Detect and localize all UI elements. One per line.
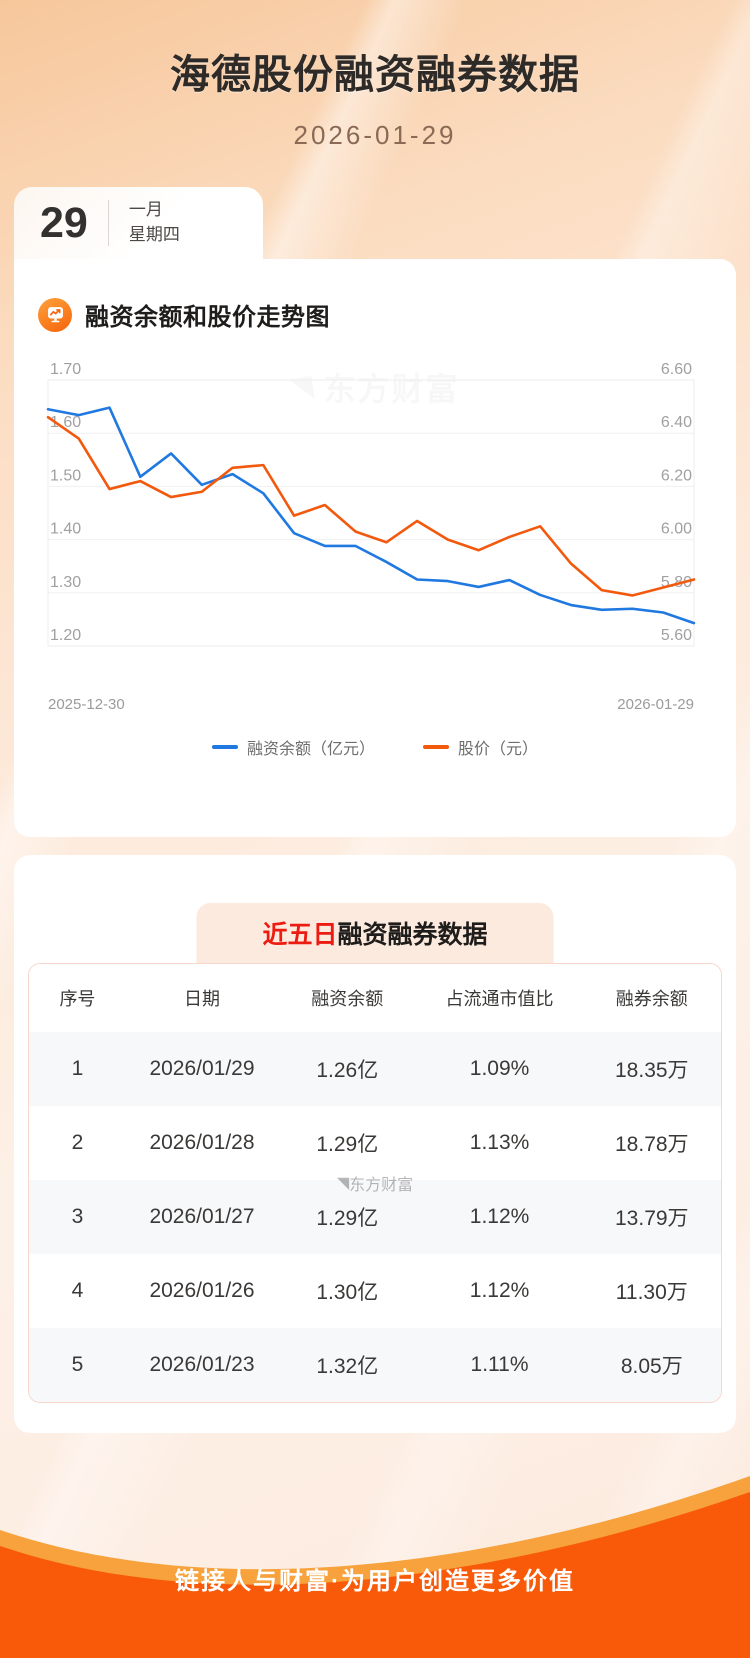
legend-item-margin-balance[interactable]: 融资余额（亿元）: [211, 735, 375, 759]
legend-label-stock-price: 股价（元）: [458, 741, 539, 758]
cell-margin-balance: 1.26亿: [316, 1059, 379, 1082]
column-header-short-balance: 融券余额: [582, 964, 721, 1032]
x-axis-start-label: 2025-12-30: [48, 696, 125, 713]
poster-header: 海德股份融资融券数据 2026-01-29: [0, 0, 750, 151]
cell-pct-of-float: 1.13%: [469, 1131, 530, 1154]
legend-label-margin-balance: 融资余额（亿元）: [246, 741, 375, 758]
trend-monitor-icon: [38, 297, 72, 332]
cell-index: 3: [71, 1205, 84, 1228]
y-axis-right-tick: 5.60: [661, 627, 692, 644]
table-title-highlight: 近五日: [262, 921, 338, 949]
cell-margin-balance: 1.30亿: [316, 1281, 379, 1304]
series-line-stock-price: [46, 415, 696, 597]
cell-date: 2026/01/26: [149, 1279, 255, 1302]
cell-short-balance: 18.78万: [615, 1133, 689, 1156]
y-axis-right-tick: 6.60: [661, 361, 692, 378]
date-chip-weekday: 星期四: [128, 225, 180, 244]
cell-index: 5: [71, 1353, 84, 1376]
chart-card: 融资余额和股价走势图 ◥ 东方财富 1.70 6.60 1.60 6.40 1.50 6.…: [14, 259, 736, 837]
table-body: 1 2026/01/29 1.26亿 1.09% 18.35万 2 2026/01/28 1.…: [29, 1032, 721, 1402]
cell-date: 2026/01/28: [149, 1131, 255, 1154]
cell-pct-of-float: 1.12%: [469, 1205, 530, 1228]
cell-date: 2026/01/23: [149, 1353, 255, 1376]
cell-short-balance: 18.35万: [615, 1059, 689, 1082]
y-axis-left-tick: 1.40: [50, 521, 81, 538]
footer-band: [0, 1458, 750, 1658]
cell-margin-balance: 1.32亿: [316, 1355, 379, 1378]
cell-short-balance: 11.30万: [615, 1281, 688, 1304]
margin-trading-table: 序号 日期 融资余额 占流通市值比 融券余额 1 2026/01/29 1.26亿 1…: [29, 964, 721, 1402]
table-header-row: 序号 日期 融资余额 占流通市值比 融券余额: [29, 964, 721, 1032]
table-row[interactable]: 4 2026/01/26 1.30亿 1.12% 11.30万: [29, 1254, 721, 1328]
cell-pct-of-float: 1.11%: [470, 1353, 529, 1376]
y-axis-right-tick: 6.00: [661, 521, 692, 538]
legend-item-stock-price[interactable]: 股价（元）: [423, 735, 538, 759]
y-axis-left-tick: 1.20: [50, 627, 81, 644]
footer-slogan: 链接人与财富·为用户创造更多价值: [175, 1568, 575, 1595]
table-row[interactable]: 3 2026/01/27 1.29亿 1.12% 13.79万: [29, 1180, 721, 1254]
x-axis-end-label: 2026-01-29: [617, 696, 694, 713]
series-line-margin-balance: [46, 406, 696, 625]
cell-short-balance: 13.79万: [615, 1207, 689, 1230]
table-row[interactable]: 1 2026/01/29 1.26亿 1.09% 18.35万: [29, 1032, 721, 1106]
cell-pct-of-float: 1.12%: [469, 1279, 530, 1302]
chart-heading: 融资余额和股价走势图: [85, 304, 330, 331]
table-row[interactable]: 5 2026/01/23 1.32亿 1.11% 8.05万: [29, 1328, 721, 1402]
table-card: 近五日融资融券数据 ◥ 东方财富 序号 日期 融资余额 占流通市值比 融券余额 …: [14, 855, 736, 1433]
column-header-index: 序号: [29, 964, 126, 1032]
line-chart-svg: 1.70 6.601.60 6.401.50 6.201.40 6.001.30 5.80…: [46, 361, 696, 647]
page-title: 海德股份融资融券数据: [170, 53, 580, 97]
column-header-margin-balance: 融资余额: [278, 964, 417, 1032]
chart-area: ◥ 东方财富 1.70 6.60 1.60 6.40 1.50 6.20 1.40 6.00 1…: [14, 350, 736, 758]
cell-index: 1: [71, 1057, 84, 1080]
date-chip-month: 一月: [128, 200, 163, 220]
column-header-date: 日期: [125, 964, 279, 1032]
legend-swatch-blue: [211, 745, 238, 749]
chart-legend: 融资余额（亿元） 股价（元）: [14, 735, 736, 759]
cell-short-balance: 8.05万: [620, 1355, 683, 1378]
date-chip-divider: [107, 200, 109, 246]
cell-pct-of-float: 1.09%: [469, 1057, 530, 1080]
y-axis-left-tick: 1.30: [50, 574, 81, 591]
chart-x-axis-labels: 2025-12-30 2026-01-29: [14, 690, 736, 713]
y-axis-left-tick: 1.70: [50, 361, 81, 378]
y-axis-left-tick: 1.60: [50, 414, 81, 431]
cell-index: 2: [71, 1131, 84, 1154]
date-chip-day: 29: [40, 198, 88, 247]
chart-card-header: 融资余额和股价走势图: [14, 259, 736, 332]
column-header-pct-of-float: 占流通市值比: [416, 964, 583, 1032]
cell-margin-balance: 1.29亿: [316, 1207, 379, 1230]
table-title-rest: 融资融券数据: [337, 921, 488, 949]
y-axis-right-tick: 6.20: [661, 467, 692, 484]
y-axis-right-tick: 6.40: [661, 414, 692, 431]
date-chip: 29 一月 星期四: [14, 187, 263, 259]
cell-date: 2026/01/29: [149, 1057, 255, 1080]
cell-margin-balance: 1.29亿: [316, 1133, 379, 1156]
cell-index: 4: [71, 1279, 84, 1302]
table-title: 近五日融资融券数据: [196, 903, 554, 965]
data-table-container: ◥ 东方财富 序号 日期 融资余额 占流通市值比 融券余额 1 2026/01/2…: [28, 963, 722, 1403]
table-row[interactable]: 2 2026/01/28 1.29亿 1.13% 18.78万: [29, 1106, 721, 1180]
y-axis-left-tick: 1.50: [50, 467, 81, 484]
page-subtitle-date: 2026-01-29: [293, 120, 457, 150]
cell-date: 2026/01/27: [149, 1205, 255, 1228]
legend-swatch-orange: [423, 745, 449, 749]
